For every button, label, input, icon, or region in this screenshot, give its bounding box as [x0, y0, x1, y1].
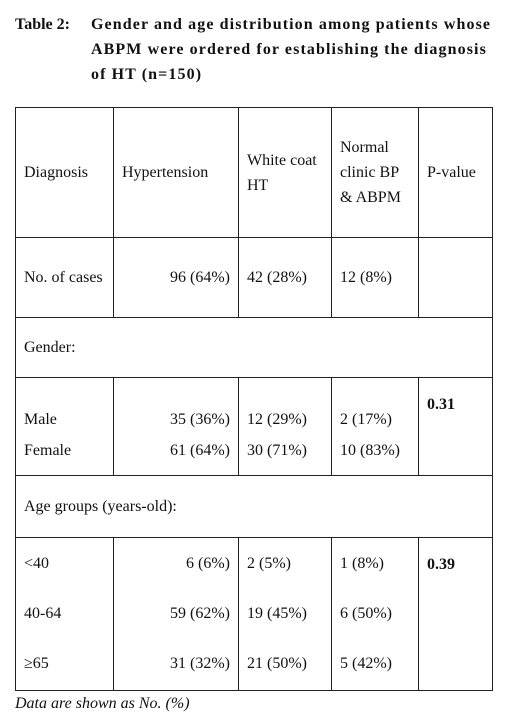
cell: 59 (62%)	[113, 589, 239, 638]
cell: 12 (29%)	[238, 377, 332, 432]
cell: 12 (8%)	[331, 237, 419, 318]
cell: Female	[15, 431, 114, 476]
cell: 96 (64%)	[113, 237, 239, 318]
row: 40-64 59 (62%) 19 (45%) 6 (50%)	[15, 589, 493, 638]
cell: 31 (32%)	[113, 637, 239, 691]
row: Female 61 (64%) 30 (71%) 10 (83%)	[15, 431, 493, 476]
caption: Table 2: Gender and age distribution amo…	[15, 12, 493, 87]
cell: 61 (64%)	[113, 431, 239, 476]
row: <40 6 (6%) 2 (5%) 1 (8%) 0.39	[15, 537, 493, 691]
table: Diagnosis Hypertension White coat HT Nor…	[15, 107, 493, 691]
cell: 10 (83%)	[331, 431, 419, 476]
section-row: Age groups (years-old):	[15, 475, 493, 538]
cell: 42 (28%)	[238, 237, 332, 318]
header-cell: White coat HT	[238, 107, 332, 238]
cell: 6 (6%)	[113, 537, 239, 590]
row: Male 35 (36%) 12 (29%) 2 (17%) 0.31	[15, 377, 493, 476]
cell: <40	[15, 537, 114, 590]
header-cell: Normal clinic BP & ABPM	[331, 107, 419, 238]
header-row: Diagnosis Hypertension White coat HT Nor…	[15, 107, 493, 238]
p-value: 0.39	[418, 537, 493, 691]
p-value: 0.31	[418, 377, 493, 476]
header-cell: Diagnosis	[15, 107, 114, 238]
section-label: Age groups (years-old):	[15, 475, 493, 538]
cell: 6 (50%)	[331, 589, 419, 638]
cell: Male	[15, 377, 114, 432]
header-cell: Hypertension	[113, 107, 239, 238]
cell: No. of cases	[15, 237, 114, 318]
caption-text: Gender and age distribution among patien…	[91, 16, 492, 83]
cell: 40-64	[15, 589, 114, 638]
cell: 5 (42%)	[331, 637, 419, 691]
cell: 30 (71%)	[238, 431, 332, 476]
cell: 2 (17%)	[331, 377, 419, 432]
row: ≥65 31 (32%) 21 (50%) 5 (42%)	[15, 637, 493, 691]
caption-label: Table 2:	[15, 16, 70, 33]
header-cell: P-value	[418, 107, 493, 238]
cell: 19 (45%)	[238, 589, 332, 638]
footnote: Data are shown as No. (%)	[15, 695, 190, 712]
cell: 35 (36%)	[113, 377, 239, 432]
cell	[418, 237, 493, 318]
cell: 1 (8%)	[331, 537, 419, 590]
row: No. of cases 96 (64%) 42 (28%) 12 (8%)	[15, 237, 493, 318]
cell: 2 (5%)	[238, 537, 332, 590]
section-row: Gender:	[15, 317, 493, 378]
cell: ≥65	[15, 637, 114, 691]
cell: 21 (50%)	[238, 637, 332, 691]
section-label: Gender:	[15, 317, 493, 378]
